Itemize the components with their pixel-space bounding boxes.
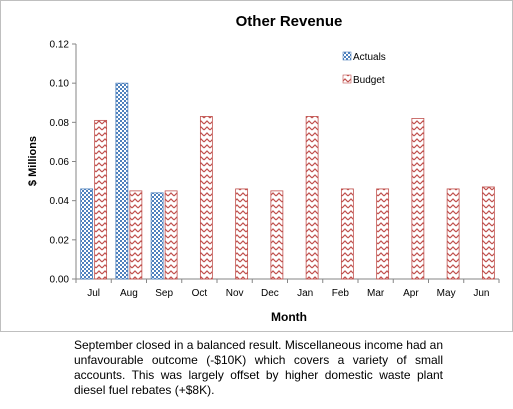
other-revenue-chart: Other Revenue $ Millions Month 0.000.020… — [27, 13, 500, 324]
x-tick-label: Jan — [297, 288, 313, 299]
legend-label-budget: Budget — [353, 75, 385, 86]
bar-budget-jul — [94, 119, 108, 280]
x-tick-label: Mar — [367, 288, 385, 299]
bar-budget-sep — [164, 190, 178, 280]
x-tick-label: Jun — [473, 288, 489, 299]
y-tick-label: 0.10 — [50, 79, 70, 90]
commentary-text: September closed in a balanced result. M… — [74, 338, 443, 397]
bar-budget-mar — [376, 188, 390, 280]
x-tick-label: Apr — [403, 288, 419, 299]
x-tick-label: May — [437, 288, 456, 299]
y-tick-label: 0.02 — [50, 235, 70, 246]
bar-actuals-aug — [115, 82, 129, 280]
bar-actuals-sep — [150, 192, 164, 280]
y-tick-label: 0.06 — [50, 157, 70, 168]
bar-budget-oct — [199, 116, 213, 280]
x-tick-label: Aug — [120, 288, 138, 299]
bar-budget-jan — [305, 116, 319, 280]
legend-swatch-actuals — [342, 51, 352, 61]
x-tick-label: Oct — [192, 288, 208, 299]
y-tick-label: 0.08 — [50, 118, 70, 129]
bar-actuals-jul — [80, 188, 94, 280]
bar-budget-feb — [340, 188, 354, 280]
bar-budget-nov — [235, 188, 249, 280]
chart-title: Other Revenue — [236, 13, 343, 30]
legend-label-actuals: Actuals — [353, 52, 386, 63]
y-tick-label: 0.12 — [50, 40, 70, 51]
plot-area: 0.00 0.02 0.04 0.06 0.08 0.10 0.12 Jul Aug Sep Oct… — [50, 40, 500, 299]
x-tick-label: Dec — [261, 288, 279, 299]
bar-budget-apr — [411, 118, 425, 280]
bar-budget-aug — [129, 190, 143, 280]
legend: Actuals Budget — [342, 51, 386, 86]
legend-swatch-budget — [342, 74, 352, 84]
y-tick-label: 0.04 — [50, 196, 70, 207]
x-axis-label: Month — [271, 310, 307, 324]
bar-budget-jun — [481, 186, 495, 280]
x-tick-label: Sep — [155, 288, 173, 299]
y-tick-label: 0.00 — [50, 275, 70, 286]
bar-budget-may — [446, 188, 460, 280]
x-tick-label: Feb — [332, 288, 350, 299]
x-tick-label: Nov — [226, 288, 244, 299]
y-axis-label: $ Millions — [27, 136, 39, 186]
bar-budget-dec — [270, 190, 284, 280]
x-tick-label: Jul — [87, 288, 100, 299]
